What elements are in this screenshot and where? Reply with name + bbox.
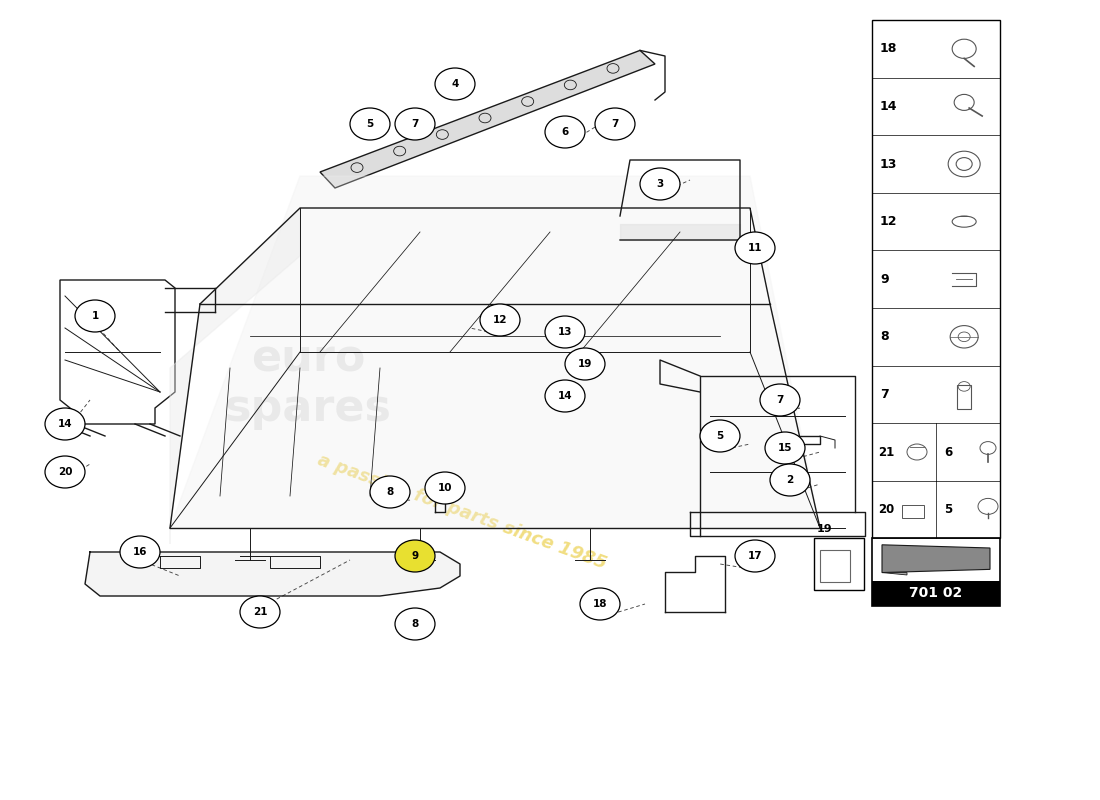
Polygon shape: [85, 552, 460, 596]
Text: 1: 1: [91, 311, 99, 321]
Circle shape: [425, 472, 465, 504]
Circle shape: [595, 108, 635, 140]
Polygon shape: [882, 573, 908, 575]
Text: 15: 15: [778, 443, 792, 453]
Circle shape: [544, 316, 585, 348]
Text: 13: 13: [880, 158, 898, 170]
Text: 21: 21: [878, 446, 894, 458]
Circle shape: [760, 384, 800, 416]
Circle shape: [580, 588, 620, 620]
Text: 9: 9: [880, 273, 889, 286]
Circle shape: [75, 300, 116, 332]
FancyBboxPatch shape: [814, 538, 864, 590]
Circle shape: [240, 596, 280, 628]
Circle shape: [120, 536, 160, 568]
Circle shape: [480, 304, 520, 336]
Text: 19: 19: [817, 523, 833, 534]
Circle shape: [770, 464, 810, 496]
Text: 8: 8: [386, 487, 394, 497]
Text: 3: 3: [657, 179, 663, 189]
Text: 6: 6: [944, 446, 953, 458]
Text: 12: 12: [880, 215, 898, 228]
Polygon shape: [170, 176, 820, 528]
Circle shape: [45, 456, 85, 488]
Text: 11: 11: [748, 243, 762, 253]
Text: 6: 6: [561, 127, 569, 137]
Text: 17: 17: [748, 551, 762, 561]
Text: 18: 18: [880, 42, 898, 55]
Text: 5: 5: [716, 431, 724, 441]
Circle shape: [700, 420, 740, 452]
Text: 7: 7: [880, 388, 889, 401]
FancyBboxPatch shape: [872, 538, 1000, 606]
Circle shape: [735, 540, 776, 572]
Circle shape: [544, 380, 585, 412]
Circle shape: [395, 608, 434, 640]
Text: 7: 7: [777, 395, 783, 405]
Text: 2: 2: [786, 475, 793, 485]
Circle shape: [395, 108, 434, 140]
FancyBboxPatch shape: [872, 581, 1000, 606]
Text: 701 02: 701 02: [910, 586, 962, 601]
Text: 20: 20: [878, 503, 894, 516]
Text: 14: 14: [57, 419, 73, 429]
Bar: [820, 550, 850, 582]
Circle shape: [350, 108, 390, 140]
Text: 20: 20: [57, 467, 73, 477]
Text: 16: 16: [133, 547, 147, 557]
Text: 19: 19: [578, 359, 592, 369]
Polygon shape: [170, 208, 300, 544]
Circle shape: [640, 168, 680, 200]
Text: 14: 14: [558, 391, 572, 401]
Bar: [957, 385, 971, 409]
Text: 21: 21: [253, 607, 267, 617]
FancyBboxPatch shape: [872, 20, 1000, 538]
Circle shape: [45, 408, 85, 440]
Text: 8: 8: [411, 619, 419, 629]
Text: euro
spares: euro spares: [224, 338, 392, 430]
Text: 12: 12: [493, 315, 507, 325]
Text: 7: 7: [411, 119, 419, 129]
Text: 9: 9: [411, 551, 419, 561]
Circle shape: [735, 232, 776, 264]
Polygon shape: [882, 545, 990, 573]
Text: 10: 10: [438, 483, 452, 493]
Text: 8: 8: [880, 330, 889, 343]
Text: 14: 14: [880, 100, 898, 113]
Text: 5: 5: [366, 119, 374, 129]
Text: a passion for parts since 1985: a passion for parts since 1985: [315, 451, 609, 573]
Text: 5: 5: [944, 503, 953, 516]
Circle shape: [370, 476, 410, 508]
Bar: [902, 505, 924, 518]
Circle shape: [395, 540, 434, 572]
Text: 18: 18: [593, 599, 607, 609]
Circle shape: [434, 68, 475, 100]
Text: 7: 7: [612, 119, 618, 129]
Circle shape: [764, 432, 805, 464]
Text: 13: 13: [558, 327, 572, 337]
Circle shape: [565, 348, 605, 380]
Polygon shape: [320, 50, 654, 188]
Text: 4: 4: [451, 79, 459, 89]
Circle shape: [544, 116, 585, 148]
